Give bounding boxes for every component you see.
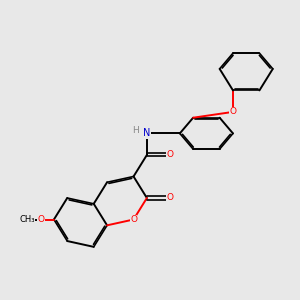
Text: H: H: [132, 126, 138, 135]
Text: O: O: [167, 194, 174, 202]
Text: O: O: [230, 107, 236, 116]
Text: N: N: [143, 128, 151, 138]
Text: CH₃: CH₃: [20, 215, 35, 224]
Text: O: O: [37, 215, 44, 224]
Text: O: O: [167, 151, 174, 160]
Text: O: O: [130, 215, 137, 224]
